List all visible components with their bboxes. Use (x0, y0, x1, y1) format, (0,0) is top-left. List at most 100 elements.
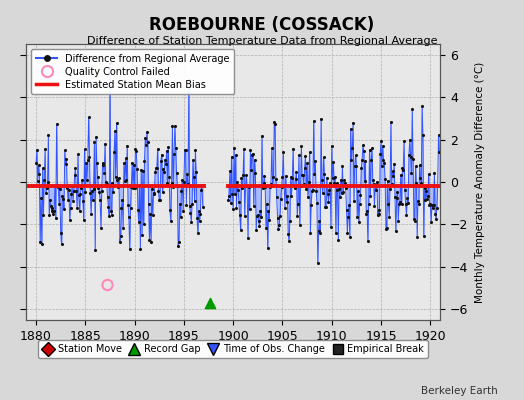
Point (151, 169, 159, 175)
Point (39, 212, 48, 218)
Point (275, 222, 283, 228)
Point (114, 184, 123, 190)
Text: Berkeley Earth: Berkeley Earth (421, 386, 498, 396)
Point (297, 183, 305, 190)
Point (42, 190, 50, 196)
Point (397, 201, 406, 207)
Point (36, 239, 45, 245)
Point (318, 177, 326, 184)
Point (174, 242, 182, 249)
Point (100, 170, 108, 176)
Point (411, 163, 420, 170)
Point (287, 174, 295, 180)
Point (252, 227, 260, 233)
Point (271, 121, 279, 128)
Point (97, 225, 105, 232)
Point (414, 198, 422, 204)
Point (251, 170, 259, 176)
Point (392, 194, 401, 201)
Point (281, 173, 290, 179)
Point (228, 191, 236, 198)
Point (297, 143, 305, 149)
Point (264, 245, 272, 252)
Point (285, 238, 293, 244)
Point (385, 213, 394, 220)
Point (379, 157, 388, 163)
Point (233, 179, 242, 185)
Point (306, 230, 314, 236)
Point (129, 162, 138, 168)
Point (262, 225, 270, 232)
Point (268, 182, 277, 189)
Point (336, 176, 345, 183)
Point (47, 203, 55, 209)
Point (320, 170, 329, 177)
Point (138, 231, 146, 238)
Point (38, 165, 47, 172)
Point (239, 172, 247, 179)
Point (92, 134, 100, 140)
Point (81, 188, 90, 195)
Point (118, 196, 126, 203)
Point (426, 201, 434, 207)
Point (307, 202, 315, 208)
Point (298, 172, 307, 178)
Point (303, 160, 311, 166)
Point (95, 188, 104, 195)
Point (99, 162, 107, 168)
Point (398, 165, 407, 171)
Point (149, 189, 158, 196)
Point (229, 206, 237, 212)
Point (382, 226, 390, 232)
Point (94, 185, 103, 192)
Point (103, 180, 111, 187)
Point (120, 160, 128, 167)
Point (364, 238, 372, 244)
Point (435, 149, 443, 155)
Point (53, 182, 62, 189)
Point (109, 189, 117, 195)
Point (281, 204, 289, 211)
Point (74, 192, 83, 199)
Point (236, 227, 245, 233)
Point (381, 176, 389, 182)
Point (346, 234, 354, 240)
Point (69, 198, 77, 204)
Point (380, 160, 388, 166)
Point (57, 230, 65, 236)
Point (279, 148, 288, 155)
Point (184, 181, 192, 188)
Point (101, 140, 109, 147)
Point (253, 213, 261, 219)
Point (282, 199, 291, 205)
Point (170, 151, 178, 157)
Point (414, 201, 423, 207)
Point (378, 163, 386, 170)
Point (325, 187, 333, 193)
Point (400, 138, 408, 144)
Point (128, 159, 136, 166)
Point (40, 177, 48, 183)
Point (334, 236, 343, 243)
Point (242, 171, 250, 178)
Point (403, 195, 411, 202)
Point (283, 193, 291, 199)
Point (132, 148, 140, 154)
Point (429, 205, 437, 212)
Point (177, 214, 185, 221)
Point (350, 198, 358, 204)
Point (327, 224, 335, 230)
Point (377, 138, 385, 144)
Point (179, 208, 187, 215)
Point (161, 156, 169, 163)
Point (366, 193, 375, 200)
Point (288, 174, 297, 181)
Point (391, 194, 399, 200)
Point (116, 238, 124, 245)
Point (284, 231, 292, 238)
Point (93, 174, 102, 180)
Point (330, 180, 339, 187)
Point (134, 206, 142, 213)
Point (244, 235, 252, 242)
Point (290, 183, 298, 190)
